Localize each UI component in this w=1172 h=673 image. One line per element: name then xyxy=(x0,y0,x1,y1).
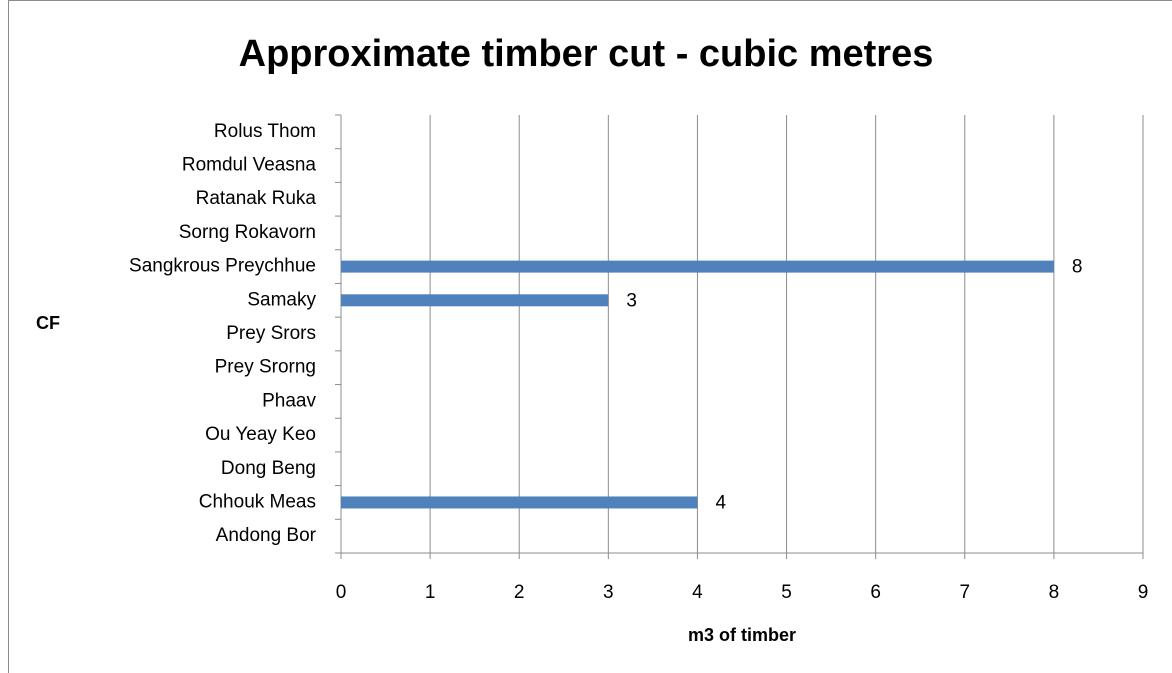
x-tick-label: 1 xyxy=(425,582,436,603)
x-tick-label: 5 xyxy=(781,582,792,603)
y-tick-label: Sorng Rokavorn xyxy=(179,222,316,243)
y-tick-label: Andong Bor xyxy=(216,525,317,546)
y-axis-label: CF xyxy=(36,313,60,333)
y-tick-label: Ou Yeay Keo xyxy=(205,424,316,445)
y-tick-label: Prey Srors xyxy=(226,323,316,344)
x-tick-label: 9 xyxy=(1138,582,1149,603)
data-label: 4 xyxy=(715,492,726,513)
y-tick-label: Sangkrous Preychhue xyxy=(129,256,316,277)
y-tick-label: Romdul Veasna xyxy=(182,155,317,176)
x-tick-label: 6 xyxy=(870,582,881,603)
y-tick-label: Samaky xyxy=(247,289,316,310)
x-tick-label: 3 xyxy=(603,582,614,603)
x-tick-label: 7 xyxy=(959,582,970,603)
x-tick-label: 2 xyxy=(514,582,525,603)
data-label: 3 xyxy=(626,290,637,311)
bar xyxy=(341,496,698,509)
x-tick-label: 0 xyxy=(336,582,347,603)
chart-title: Approximate timber cut - cubic metres xyxy=(239,33,934,75)
y-tick-label: Dong Beng xyxy=(221,458,316,479)
y-tick-label: Rolus Thom xyxy=(214,121,316,142)
chart-border xyxy=(8,0,1172,673)
x-tick-label: 4 xyxy=(692,582,703,603)
y-tick-label: Phaav xyxy=(262,390,316,411)
bar xyxy=(341,294,609,307)
y-tick-label: Prey Srorng xyxy=(215,357,316,378)
x-axis-label: m3 of timber xyxy=(688,625,796,645)
y-tick-label: Ratanak Ruka xyxy=(196,188,317,209)
y-tick-label: Chhouk Meas xyxy=(199,491,316,512)
data-label: 8 xyxy=(1072,257,1083,278)
bar xyxy=(341,260,1054,273)
x-tick-label: 8 xyxy=(1049,582,1060,603)
